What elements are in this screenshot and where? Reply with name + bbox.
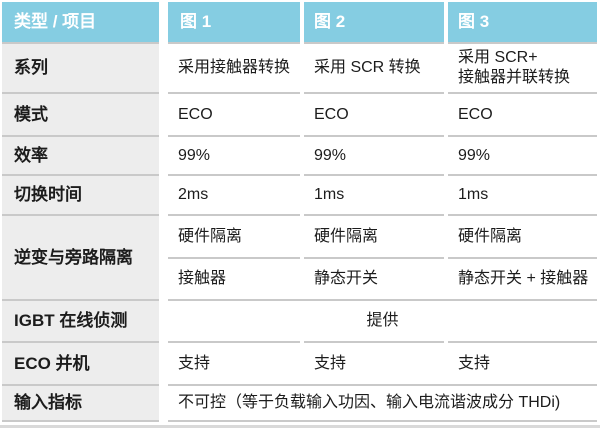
header-fig3: 图 3 <box>448 2 597 42</box>
cell-isolation-dev-fig2: 静态开关 <box>304 257 444 299</box>
header-fig1: 图 1 <box>168 2 300 42</box>
cell-isolation-hw-fig2: 硬件隔离 <box>304 214 444 257</box>
cell-isolation-dev-fig1: 接触器 <box>168 257 300 299</box>
cell-switch-time-fig1: 2ms <box>168 174 300 214</box>
cell-eco-parallel-fig3: 支持 <box>448 341 597 384</box>
cell-series-fig2: 采用 SCR 转换 <box>304 42 444 92</box>
row-label-input-index: 输入指标 <box>2 384 159 422</box>
cell-efficiency-fig3: 99% <box>448 135 597 174</box>
cell-series-fig1: 采用接触器转换 <box>168 42 300 92</box>
cell-isolation-hw-fig1: 硬件隔离 <box>168 214 300 257</box>
cell-isolation-dev-fig3: 静态开关 + 接触器 <box>448 257 597 299</box>
cell-efficiency-fig1: 99% <box>168 135 300 174</box>
cell-mode-fig1: ECO <box>168 92 300 135</box>
cell-switch-time-fig2: 1ms <box>304 174 444 214</box>
cell-mode-fig3: ECO <box>448 92 597 135</box>
cell-eco-parallel-fig1: 支持 <box>168 341 300 384</box>
row-label-efficiency: 效率 <box>2 135 159 174</box>
cell-efficiency-fig2: 99% <box>304 135 444 174</box>
cell-series-fig3: 采用 SCR+ 接触器并联转换 <box>448 42 597 92</box>
table-grid: 类型 / 项目 图 1 图 2 图 3 系列 采用接触器转换 采用 SCR 转换… <box>2 2 597 422</box>
cell-input-index-all: 不可控（等于负载输入功因、输入电流谐波成分 THDi) <box>168 384 597 422</box>
row-label-switch-time: 切换时间 <box>2 174 159 214</box>
row-label-series: 系列 <box>2 42 159 92</box>
cell-switch-time-fig3: 1ms <box>448 174 597 214</box>
header-fig2: 图 2 <box>304 2 444 42</box>
cell-isolation-hw-fig3: 硬件隔离 <box>448 214 597 257</box>
row-label-eco-parallel: ECO 并机 <box>2 341 159 384</box>
header-type-item: 类型 / 项目 <box>2 2 159 42</box>
cell-igbt-detection-all: 提供 <box>168 299 597 341</box>
row-label-igbt-detection: IGBT 在线侦测 <box>2 299 159 341</box>
row-label-mode: 模式 <box>2 92 159 135</box>
row-label-isolation: 逆变与旁路隔离 <box>2 214 159 299</box>
cell-mode-fig2: ECO <box>304 92 444 135</box>
cell-eco-parallel-fig2: 支持 <box>304 341 444 384</box>
